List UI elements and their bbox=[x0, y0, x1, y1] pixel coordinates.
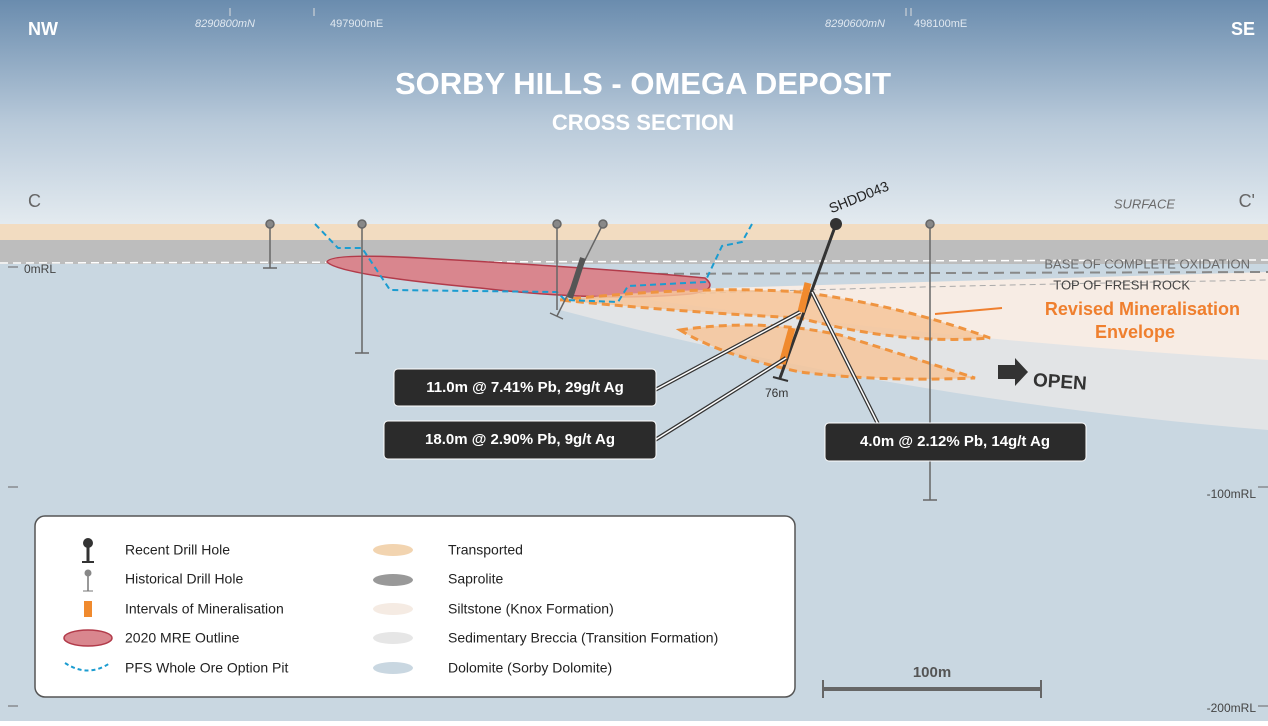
legend-label: Siltstone (Knox Formation) bbox=[448, 601, 614, 617]
callout: 4.0m @ 2.12% Pb, 14g/t Ag bbox=[860, 433, 1050, 450]
legend-icons bbox=[63, 538, 413, 674]
zero-line bbox=[0, 259, 1268, 264]
level-label: -200mRL bbox=[1207, 701, 1257, 715]
section-end: C bbox=[28, 191, 41, 211]
depth-label: 76m bbox=[765, 386, 788, 400]
callout-box bbox=[383, 420, 657, 460]
level-label: -100mRL bbox=[1207, 487, 1257, 501]
interval bbox=[797, 282, 812, 313]
legend-label: Dolomite (Sorby Dolomite) bbox=[448, 660, 612, 676]
transported bbox=[0, 224, 1268, 240]
level-label: 0mRL bbox=[24, 262, 56, 276]
open-label: OPEN bbox=[1032, 370, 1087, 395]
grid-label: 8290800mN bbox=[195, 18, 255, 30]
legend-label: Historical Drill Hole bbox=[125, 571, 243, 587]
legend-label: Sedimentary Breccia (Transition Formatio… bbox=[448, 630, 718, 646]
historical-holes bbox=[263, 219, 937, 501]
hole-collar bbox=[830, 218, 842, 230]
fresh-rock-label: TOP OF FRESH ROCK bbox=[1053, 277, 1190, 292]
grid-label: 498100mE bbox=[914, 18, 967, 30]
scale-label: 100m bbox=[913, 664, 951, 681]
section-end: C' bbox=[1239, 191, 1255, 211]
legend-label: Recent Drill Hole bbox=[125, 542, 230, 558]
subtitle: CROSS SECTION bbox=[552, 110, 734, 135]
legend-label: Transported bbox=[448, 542, 523, 558]
envelope-label: Revised Mineralisation bbox=[1045, 299, 1240, 319]
grid-ticks bbox=[229, 8, 912, 16]
leaders-inner bbox=[654, 291, 879, 441]
envelope-label: Envelope bbox=[1095, 322, 1175, 342]
level-ticks bbox=[8, 266, 1268, 707]
legend bbox=[34, 515, 796, 698]
hole-end bbox=[772, 376, 789, 382]
grid-label: 8290600mN bbox=[825, 18, 885, 30]
oxidation-line bbox=[609, 271, 1268, 275]
compass: SE bbox=[1231, 19, 1255, 39]
legend-label: Saprolite bbox=[448, 571, 503, 587]
open-arrow bbox=[998, 358, 1028, 386]
callout-box bbox=[393, 368, 657, 407]
sky bbox=[0, 0, 1268, 226]
interval bbox=[567, 257, 586, 299]
legend-label: 2020 MRE Outline bbox=[125, 630, 240, 646]
pit-outline bbox=[314, 223, 753, 304]
compass: NW bbox=[28, 19, 58, 39]
callout: 18.0m @ 2.90% Pb, 9g/t Ag bbox=[425, 431, 615, 448]
envelope-upper bbox=[559, 288, 991, 341]
surface-label: SURFACE bbox=[1114, 196, 1175, 211]
envelope-pointer bbox=[934, 307, 1003, 315]
legend-label: PFS Whole Ore Option Pit bbox=[125, 660, 289, 676]
oxidation-label: BASE OF COMPLETE OXIDATION bbox=[1044, 256, 1250, 271]
callout: 11.0m @ 7.41% Pb, 29g/t Ag bbox=[426, 379, 623, 396]
grid-label: 497900mE bbox=[330, 18, 383, 30]
recent-hole bbox=[778, 223, 838, 379]
callout-box bbox=[824, 422, 1087, 462]
title: SORBY HILLS - OMEGA DEPOSIT bbox=[395, 66, 891, 101]
legend-label: Intervals of Mineralisation bbox=[125, 601, 284, 617]
